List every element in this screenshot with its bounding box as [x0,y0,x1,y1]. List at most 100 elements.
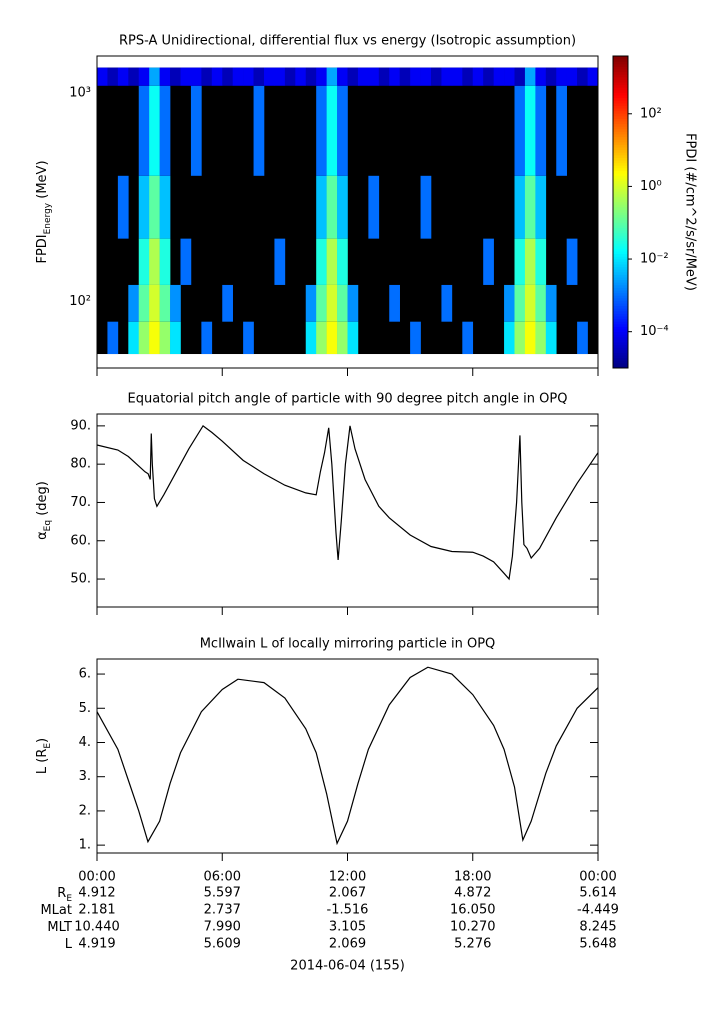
x-tick-label: 18:00 [454,870,491,885]
label-subscript: E [66,894,72,904]
colorbar-swatch [613,175,628,179]
heatmap-cell [117,67,129,86]
colorbar-swatch [613,251,628,255]
heatmap-cell [222,67,233,86]
colorbar-swatch [613,209,628,213]
heatmap-cell [451,67,463,86]
heatmap-cell [514,85,526,176]
heatmap-cell [253,67,265,86]
colorbar-swatch [613,193,628,197]
chart-title: RPS-A Unidirectional, differential flux … [119,34,576,49]
colorbar-swatch [613,347,628,351]
ephemeris-value: 10.270 [450,920,496,935]
heatmap-cell [149,321,160,355]
heatmap-cell [326,85,338,176]
heatmap-cell [535,67,547,86]
colorbar-swatch [613,344,628,348]
heatmap-cell [170,321,181,355]
heatmap-cell [97,67,108,86]
colorbar-swatch [613,196,628,200]
ephemeris-value: 2.737 [204,903,241,918]
heatmap-cell [180,238,192,285]
heatmap-cell [462,321,474,355]
colorbar-swatch [613,154,628,158]
colorbar-swatch [613,339,628,343]
colorbar-swatch [613,290,628,294]
ephemeris-value: 8.245 [579,920,616,935]
heatmap-cell [524,85,536,176]
colorbar-swatch [613,199,628,203]
colorbar-swatch [613,287,628,291]
colorbar-swatch [613,235,628,239]
colorbar-swatch [613,118,628,122]
label-part: L (R [35,749,50,774]
colorbar-swatch [613,214,628,218]
colorbar-swatch [613,331,628,335]
heatmap-cell [138,85,150,176]
colorbar-swatch [613,167,628,171]
ephemeris-value: 3.105 [329,920,366,935]
colorbar-swatch [613,352,628,356]
heatmap-cell [410,321,421,355]
ephemeris-value: 10.440 [74,920,120,935]
heatmap-cell [264,67,275,86]
heatmap-cell [535,175,547,239]
heatmap-cell [524,238,536,285]
colorbar-swatch [613,365,628,369]
heatmap-cell [524,67,536,86]
heatmap-cell [577,321,588,355]
heatmap-cell [368,67,380,86]
colorbar-swatch [613,284,628,288]
colorbar-swatch [613,269,628,273]
ephemeris-value: 5.609 [204,937,241,952]
y-tick-label: 6. [79,667,91,682]
colorbar-swatch [613,362,628,366]
heatmap-cell [326,321,338,355]
heatmap-cell [128,321,140,355]
colorbar-swatch [613,147,628,151]
heatmap-cell [159,321,171,355]
colorbar-swatch [613,243,628,247]
colorbar-swatch [613,357,628,361]
heatmap-cell [243,321,254,355]
label-part: (MeV) [35,160,50,202]
heatmap-cell [378,67,390,86]
heatmap-cell [201,67,213,86]
ephemeris-value: 5.648 [579,937,616,952]
y-tick-label: 80. [70,457,91,472]
ephemeris-value: 16.050 [450,903,496,918]
label-part: R [57,886,66,901]
y-tick-label: 70. [70,495,91,510]
heatmap-cell [326,284,338,322]
colorbar-swatch [613,305,628,309]
ephemeris-value: 2.069 [329,937,366,952]
heatmap-cell [556,67,567,86]
colorbar-swatch [613,230,628,234]
heatmap-cell [420,67,432,86]
colorbar-swatch [613,360,628,364]
colorbar-swatch [613,89,628,93]
heatmap-cell [514,238,526,285]
colorbar-swatch [613,82,628,86]
heatmap-cell [149,238,160,285]
y-tick-label: 60. [70,533,91,548]
heatmap-cell [483,67,494,86]
colorbar-swatch [613,66,628,70]
colorbar-swatch [613,261,628,265]
colorbar-swatch [613,342,628,346]
heatmap-cell [462,67,474,86]
heatmap-cell [347,67,359,86]
colorbar-swatch [613,355,628,359]
label-subscript: Eq [43,520,53,531]
colorbar-swatch [613,79,628,83]
heatmap-cell [107,321,119,355]
heatmap-cell [514,175,526,239]
y-tick-label: 50. [70,572,91,587]
heatmap-cell [326,67,338,86]
heatmap-cell [420,175,432,239]
colorbar-swatch [613,191,628,195]
ephemeris-value: 5.276 [454,937,491,952]
heatmap-cell [274,238,286,285]
colorbar-swatch [613,204,628,208]
